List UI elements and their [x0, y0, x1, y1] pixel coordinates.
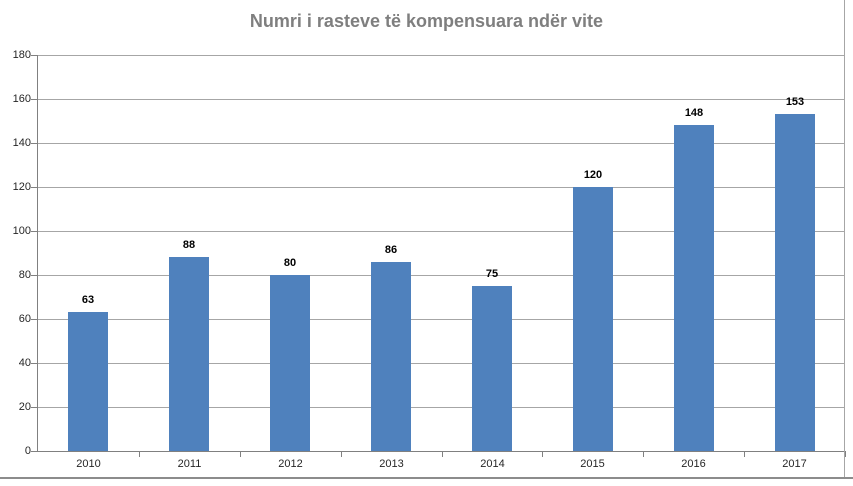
- y-gridline: [38, 275, 844, 276]
- bar: [68, 312, 108, 451]
- y-gridline: [38, 187, 844, 188]
- y-axis-tick-label: 160: [12, 93, 31, 105]
- y-axis-tick: [31, 231, 38, 232]
- y-axis-tick: [31, 143, 38, 144]
- x-axis-tick: [139, 451, 140, 457]
- y-axis-tick-label: 120: [12, 181, 31, 193]
- chart-border-bottom: [0, 477, 853, 479]
- y-gridline: [38, 319, 844, 320]
- x-axis-tick-label: 2013: [379, 458, 404, 470]
- y-axis-tick: [31, 55, 38, 56]
- x-axis-tick: [341, 451, 342, 457]
- y-gridline: [38, 231, 844, 232]
- y-gridline: [38, 143, 844, 144]
- y-gridline: [38, 55, 844, 56]
- y-axis-tick-label: 100: [12, 225, 31, 237]
- y-gridline: [38, 99, 844, 100]
- x-axis-tick: [845, 451, 846, 457]
- bar-value-label: 88: [182, 239, 196, 251]
- x-axis-tick: [643, 451, 644, 457]
- x-axis-tick-label: 2014: [480, 458, 505, 470]
- bar: [775, 114, 815, 451]
- x-axis-tick-label: 2010: [76, 458, 101, 470]
- plot-area: 0 20 40 60 80 100 120 140 160 180 63 2010 88 2011 80 20…: [13, 49, 846, 470]
- y-axis-tick: [31, 451, 38, 452]
- y-axis-tick: [31, 275, 38, 276]
- x-axis-tick: [744, 451, 745, 457]
- y-axis-tick: [31, 319, 38, 320]
- x-axis-tick-label: 2015: [580, 458, 605, 470]
- y-axis-tick-label: 140: [12, 137, 31, 149]
- bar: [169, 257, 209, 451]
- y-axis-tick: [31, 363, 38, 364]
- bar-value-label: 80: [283, 257, 297, 269]
- bar-value-label: 63: [81, 294, 95, 306]
- bar-value-label: 148: [684, 107, 704, 119]
- y-axis-tick-label: 40: [18, 357, 31, 369]
- x-axis-tick: [542, 451, 543, 457]
- y-axis-tick-label: 80: [18, 269, 31, 281]
- y-axis-tick: [31, 99, 38, 100]
- y-axis-tick-label: 20: [18, 401, 31, 413]
- x-axis-tick-label: 2011: [177, 458, 202, 470]
- bar: [472, 286, 512, 451]
- y-gridline: [38, 363, 844, 364]
- y-axis-tick-label: 180: [12, 49, 31, 61]
- y-axis-tick: [31, 187, 38, 188]
- x-axis-tick-label: 2012: [278, 458, 303, 470]
- bar: [270, 275, 310, 451]
- chart-border-right: [844, 0, 845, 477]
- chart-title: Numri i rasteve të kompensuara ndër vite: [249, 11, 604, 31]
- y-axis-tick: [31, 407, 38, 408]
- bar-value-label: 120: [583, 169, 603, 181]
- y-gridline: [38, 407, 844, 408]
- y-axis-tick-label: 60: [18, 313, 31, 325]
- y-axis-tick-label: 0: [24, 445, 31, 457]
- bar-value-label: 86: [384, 244, 398, 256]
- x-axis-tick: [442, 451, 443, 457]
- x-axis-tick-label: 2017: [782, 458, 807, 470]
- x-axis-tick: [240, 451, 241, 457]
- bar: [573, 187, 613, 451]
- bar: [674, 125, 714, 451]
- bar: [371, 262, 411, 451]
- x-axis-tick-label: 2016: [681, 458, 706, 470]
- bar-value-label: 75: [485, 268, 499, 280]
- bar-value-label: 153: [785, 96, 805, 108]
